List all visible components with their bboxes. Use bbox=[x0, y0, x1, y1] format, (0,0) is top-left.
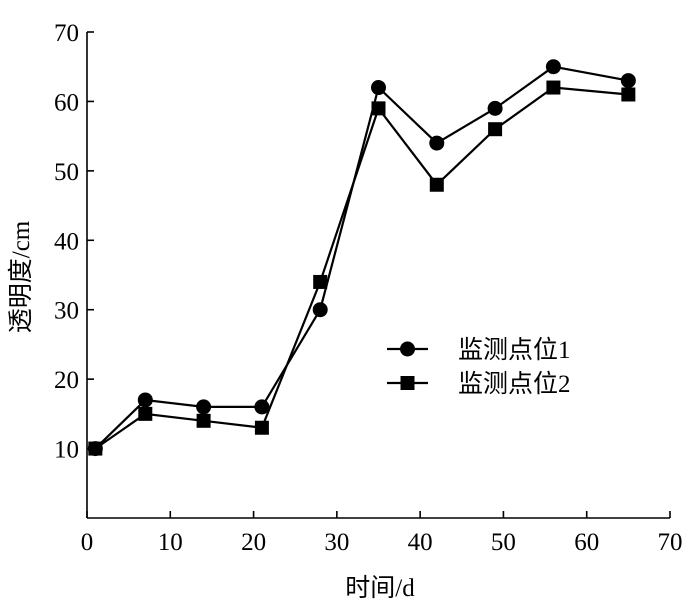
data-point bbox=[621, 87, 636, 102]
data-point bbox=[196, 399, 212, 415]
data-point bbox=[429, 135, 445, 151]
data-point bbox=[196, 413, 211, 428]
series-line bbox=[94, 86, 629, 450]
legend-label: 监测点位2 bbox=[458, 370, 571, 398]
x-tick-label: 70 bbox=[658, 529, 683, 556]
y-tick-label: 70 bbox=[54, 20, 79, 47]
data-point bbox=[254, 420, 269, 435]
legend-marker bbox=[400, 376, 415, 390]
legend-item: 监测点位2 bbox=[387, 370, 571, 398]
data-point bbox=[313, 274, 328, 289]
data-point bbox=[137, 392, 153, 408]
y-axis-title: 透明度/cm bbox=[7, 220, 35, 333]
x-tick-label: 30 bbox=[324, 529, 349, 556]
data-point bbox=[254, 399, 270, 415]
x-tick-label: 10 bbox=[158, 529, 183, 556]
data-point bbox=[88, 441, 103, 456]
data-point bbox=[138, 406, 153, 421]
axes: 0 10 20 30 40 50 60 70 10 20 30 40 50 60 70 bbox=[54, 20, 683, 556]
data-point bbox=[429, 177, 444, 192]
series-2 bbox=[88, 80, 636, 456]
x-tick-label: 40 bbox=[408, 529, 433, 556]
data-point bbox=[620, 73, 636, 89]
y-tick-label: 20 bbox=[54, 367, 79, 394]
y-tick-label: 30 bbox=[54, 298, 79, 325]
legend-marker bbox=[400, 341, 415, 357]
data-point bbox=[488, 122, 503, 137]
y-tick-label: 10 bbox=[54, 437, 79, 464]
data-point bbox=[546, 80, 561, 95]
y-tick-label: 40 bbox=[54, 228, 79, 255]
x-axis-title: 时间/d bbox=[345, 574, 415, 601]
legend-item: 监测点位1 bbox=[387, 336, 571, 364]
data-point bbox=[312, 302, 328, 318]
x-tick-label: 60 bbox=[574, 529, 599, 556]
y-tick-label: 50 bbox=[54, 159, 79, 186]
x-tick-label: 0 bbox=[81, 529, 94, 556]
data-point bbox=[545, 59, 561, 75]
legend: 监测点位1 监测点位2 bbox=[387, 336, 571, 398]
x-tick-label: 20 bbox=[241, 529, 266, 556]
series-layer bbox=[87, 59, 636, 457]
y-tick-label: 60 bbox=[54, 89, 79, 116]
x-tick-label: 50 bbox=[491, 529, 516, 556]
data-point bbox=[487, 100, 503, 116]
data-point bbox=[371, 80, 386, 96]
data-point bbox=[371, 101, 386, 116]
legend-label: 监测点位1 bbox=[458, 336, 571, 364]
